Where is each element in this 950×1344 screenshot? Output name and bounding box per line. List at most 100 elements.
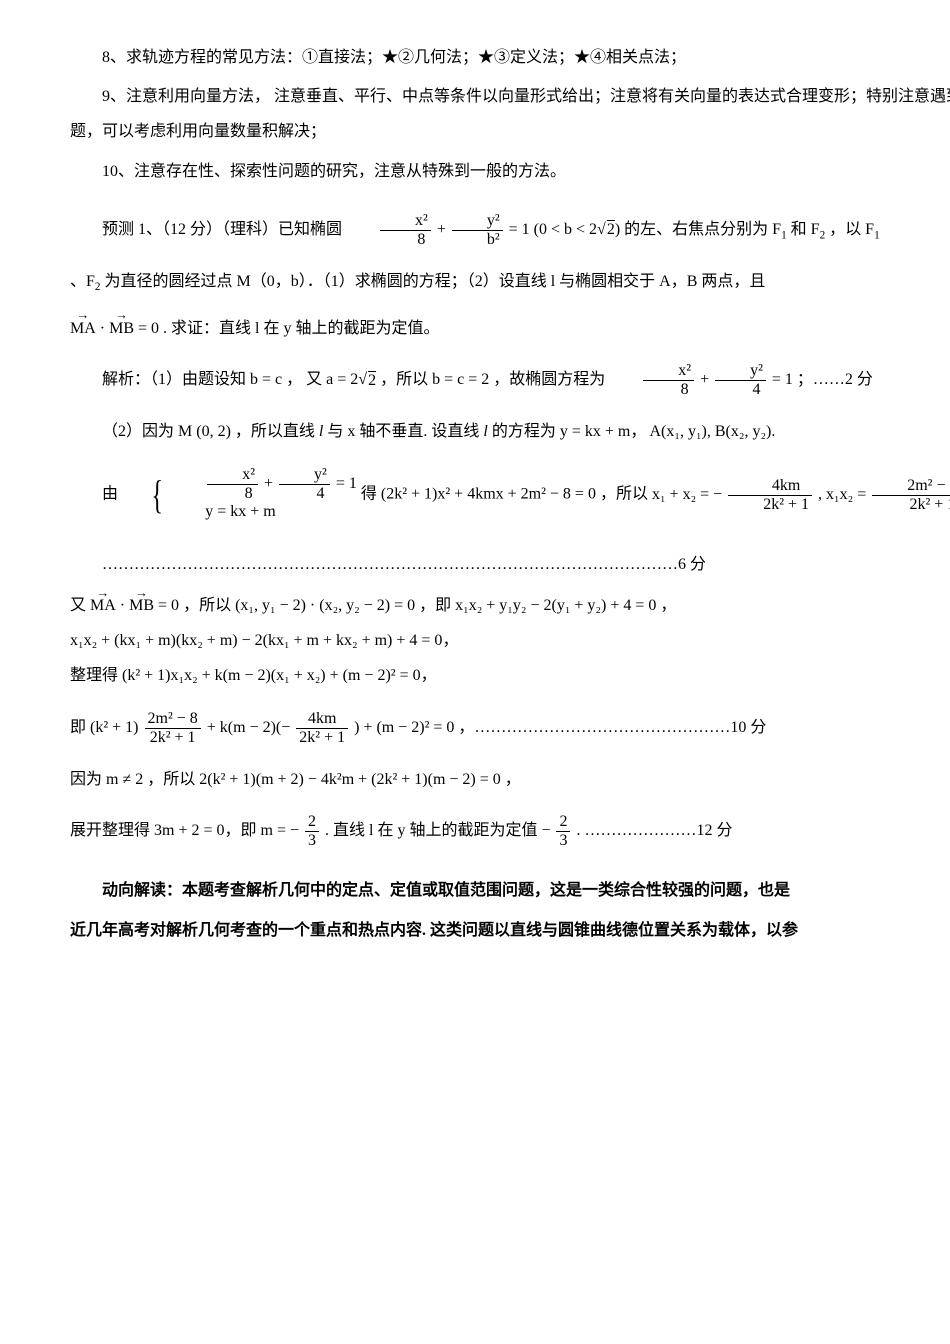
text: （2）因为 [102,423,178,440]
text: x₁ + x₂ = − [652,486,726,503]
eq0: = 0 [154,597,179,614]
frac: 4km 2k² + 1 [296,711,348,746]
sqrt-sign: √ [597,221,606,238]
you: 由 [102,486,122,503]
eq: = 1 [509,221,534,238]
eq0: = 0 [134,320,159,337]
you: 又 [306,372,326,389]
score: . …………………12 分 [576,823,732,840]
bc: b = c [250,372,282,389]
comma: ， [442,632,458,649]
text: MB [129,597,154,614]
bc2: b = c = 2 [432,372,489,389]
yinwei: 因为 [70,771,106,788]
score: ；……2 分 [797,372,873,389]
text: 9、注意利用向量方法， 注意垂直、平行、中点等条件以向量形式给出；注意将有关向量… [70,88,950,140]
cond-open: (0 < b < 2 [534,221,597,238]
text: MA [70,320,96,337]
de: 得 [361,486,381,503]
problem-1-line-3: MA · MB = 0 . 求证：直线 l 在 y 轴上的截距为定值。 [70,319,950,340]
a-val: a = 2√2 [326,372,380,389]
m-point: M (0, 2) [178,423,231,440]
den: 4 [715,381,766,398]
score: ，…………………………………………10 分 [458,719,766,736]
frac: y² 4 [279,467,330,502]
vec-eq: MA · MB = 0 [90,597,183,614]
frac: x² 8 [207,467,258,502]
ji: 即 [70,719,90,736]
comma: , [818,486,826,503]
expr: (k² + 1) 2m² − 8 2k² + 1 + k(m − 2)(− 4k… [90,711,454,746]
comma: ， [630,423,646,440]
num: 2 [305,814,319,832]
den: 4 [279,485,330,502]
comment-1: 动向解读：本题考查解析几何中的定点、定值或取值范围问题，这是一类综合性较强的问题… [70,873,950,908]
eq: x₁x₂ + (kx₁ + m)(kx₂ + m) − 2(kx₁ + m + … [70,632,442,649]
comment-2: 近几年高考对解析几何考查的一个重点和热点内容. 这类问题以直线与圆锥曲线德位置关… [70,913,950,948]
text: ………………………………………………………………………………………………6 分 [102,556,706,573]
ji: ，即 [419,597,455,614]
solution-2a: （2）因为 M (0, 2) ，所以直线 l 与 x 轴不垂直. 设直线 l 的… [70,422,950,443]
gu: ，故椭圆方程为 [493,372,609,389]
sys-row-1: x² 8 + y² 4 = 1 [173,467,357,502]
den: 2k² + 1 [145,729,201,746]
text: . 直线 l 在 y 轴上的截距为定值 − [325,823,554,840]
text: 与 x 轴不垂直. 设直线 [323,423,483,440]
sqrt-2: 2 [606,221,615,238]
frac-2-3a: 2 3 [305,814,319,849]
label: 整理得 [70,667,122,684]
system: x² 8 + y² 4 = 1 y = kx + m [173,467,357,523]
line-eq: y = kx + m [560,423,631,440]
text: 近几年高考对解析几何考查的一个重点和热点内容. 这类问题以直线与圆锥曲线德位置关… [70,922,798,939]
text: 的方程为 [488,423,560,440]
text: 、F [70,273,95,290]
plus: + [437,221,450,238]
num: 2 [556,814,570,832]
comma: ， [660,597,676,614]
text: MA [90,597,116,614]
text: 为直径的圆经过点 M（0，b）．（1）求椭圆的方程；（2）设直线 l 与椭圆相交… [101,273,766,290]
num: 4km [296,711,348,729]
line-xx: x₁x₂ + (kx₁ + m)(kx₂ + m) − 2(kx₁ + m + … [70,631,950,652]
you: 又 [70,597,90,614]
eq: = 1 [772,372,793,389]
prod-x: x₁x₂ = 2m² − 8 2k² + 1 [826,486,950,503]
expand1: (x₁, y₁ − 2) · (x₂, y₂ − 2) = 0 [235,597,415,614]
num: 2m² − 8 [872,478,950,496]
den: 3 [556,832,570,849]
vec-mamb: MA · MB = 0 [70,319,159,340]
comma: ， [505,771,521,788]
line-final: 展开整理得 3m + 2 = 0，即 m = − 2 3 . 直线 l 在 y … [70,814,950,849]
eq: (k² + 1)x₁x₂ + k(m − 2)(x₁ + x₂) + (m − … [122,667,421,684]
num: x² [380,213,431,231]
solution-1: 解析：（1）由题设知 b = c ， 又 a = 2√2 ，所以 b = c =… [70,363,950,398]
text: 的左、右焦点分别为 F [624,221,781,238]
frac: x² 8 [643,363,694,398]
line-bigfrac: 即 (k² + 1) 2m² − 8 2k² + 1 + k(m − 2)(− … [70,711,950,746]
a-eq: a = 2 [326,372,358,389]
frac: 2m² − 8 2k² + 1 [872,478,950,513]
den: 3 [305,832,319,849]
line-vec2: 又 MA · MB = 0 ，所以 (x₁, y₁ − 2) · (x₂, y₂… [70,596,950,617]
line-mneq2: 因为 m ≠ 2 ，所以 2(k² + 1)(m + 2) − 4k²m + (… [70,770,950,791]
frac: 4km 2k² + 1 [728,478,812,513]
frac: y² 4 [715,363,766,398]
final-ellipse: x² 8 + y² 4 = 1 [609,363,793,398]
text: ，以 F [825,221,874,238]
text: 和 F [787,221,820,238]
den: 8 [643,381,694,398]
vec-mb: MB [109,319,134,340]
num: x² [207,467,258,485]
num: y² [279,467,330,485]
text: 预测 1、（12 分）（理科）已知椭圆 [102,221,346,238]
dot: · [116,597,129,614]
quadratic: (2k² + 1)x² + 4kmx + 2m² − 8 = 0 [381,486,596,503]
dots-6: ………………………………………………………………………………………………6 分 [70,547,950,582]
suoyi: ，所以 [147,771,199,788]
mneq2: m ≠ 2 [106,771,143,788]
mid: + k(m − 2)(− [207,719,295,736]
vec-mb: MB [129,596,154,617]
num: x² [643,363,694,381]
suoyi: ，所以 [600,486,652,503]
comma: ， [286,372,302,389]
